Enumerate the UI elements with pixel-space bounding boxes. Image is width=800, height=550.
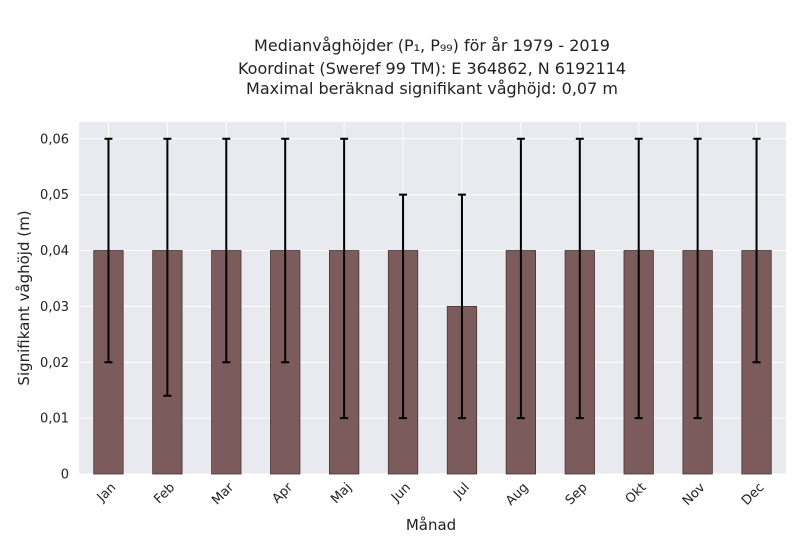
title-line-2: Koordinat (Sweref 99 TM): E 364862, N 61… — [238, 59, 626, 78]
y-tick-label: 0,04 — [40, 244, 69, 259]
title-line-1: Medianvåghöjder (P₁, P₉₉) för år 1979 - … — [254, 36, 610, 55]
y-tick-label: 0 — [61, 468, 69, 483]
y-gridlines — [79, 138, 786, 475]
x-tick-label: Nov — [680, 480, 709, 509]
error-bar-sep — [575, 137, 584, 420]
chart-title: Medianvåghöjder (P₁, P₉₉) för år 1979 - … — [238, 36, 626, 98]
y-tick-label: 0,01 — [40, 412, 69, 427]
x-tick-label: Jul — [450, 480, 472, 502]
x-axis-label: Månad — [406, 516, 456, 534]
title-line-3: Maximal beräknad signifikant våghöjd: 0,… — [246, 79, 618, 98]
x-tick-label: Jan — [94, 480, 119, 505]
x-tick-label: Dec — [739, 480, 767, 508]
y-tick-label: 0,02 — [40, 356, 69, 371]
error-bars — [104, 137, 761, 420]
x-tick-label: Maj — [328, 480, 355, 507]
y-tick-label: 0,06 — [40, 132, 69, 147]
error-bar-dec — [752, 137, 761, 364]
y-axis-label: Signifikant våghöjd (m) — [15, 210, 33, 385]
y-tick-label: 0,05 — [40, 188, 69, 203]
plot-area — [79, 122, 786, 474]
x-tick-label: Okt — [623, 480, 650, 507]
error-bar-mar — [222, 137, 231, 364]
error-bar-nov — [693, 137, 702, 420]
x-tick-label: Apr — [270, 480, 297, 507]
error-bar-okt — [634, 137, 643, 420]
error-bar-apr — [281, 137, 290, 364]
error-bar-maj — [340, 137, 349, 420]
error-bar-jan — [104, 137, 113, 364]
error-bar-feb — [163, 137, 172, 397]
x-tick-label: Mar — [209, 480, 237, 508]
y-tick-label: 0,03 — [40, 300, 69, 315]
x-tick-labels: Jan Feb Mar Apr Maj Jun Jul Aug Sep Okt Nov Dec — [94, 480, 768, 509]
x-tick-label: Aug — [503, 480, 532, 509]
error-bar-aug — [516, 137, 525, 420]
x-tick-label: Feb — [151, 480, 178, 507]
error-bar-jun — [399, 193, 408, 420]
error-bar-jul — [457, 193, 466, 420]
y-tick-labels: 0 0,01 0,02 0,03 0,04 0,05 0,06 — [40, 132, 69, 482]
x-tick-label: Jun — [388, 480, 414, 506]
x-tick-label: Sep — [563, 480, 591, 508]
